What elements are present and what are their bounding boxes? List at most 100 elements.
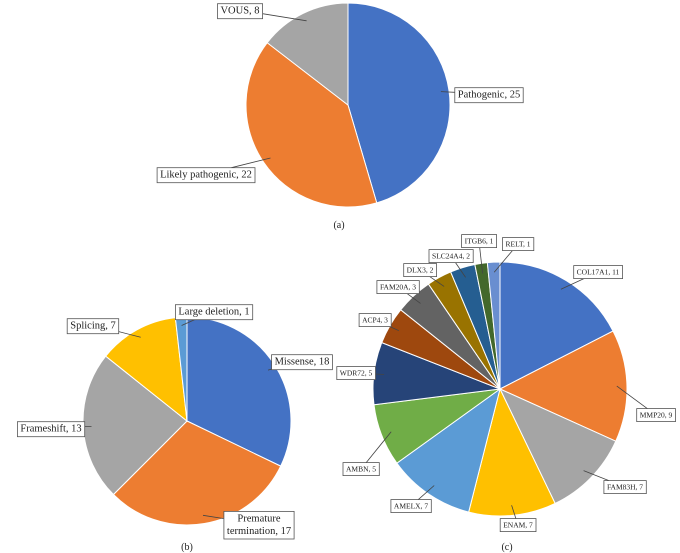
label-text: VOUS, 8 bbox=[220, 6, 259, 17]
label-box bbox=[454, 87, 524, 104]
label-likely-pathogenic: Likely pathogenic, 22 bbox=[156, 157, 271, 184]
label-text: Frameshift, 13 bbox=[20, 424, 81, 435]
leader-line bbox=[231, 157, 271, 169]
slice-premature-termination bbox=[112, 420, 282, 526]
panel-caption-b: (b) bbox=[181, 542, 193, 553]
label-text: Premature termination, 17 bbox=[227, 513, 291, 537]
label-box bbox=[376, 280, 420, 295]
slice-amelx bbox=[396, 387, 501, 513]
slice-vous bbox=[266, 2, 349, 107]
label-text: ACP4, 3 bbox=[362, 316, 388, 325]
slice-fam83h bbox=[498, 387, 617, 505]
label-dlx3: DLX3, 2 bbox=[403, 263, 445, 287]
leader-line bbox=[583, 470, 610, 481]
label-box bbox=[461, 234, 498, 249]
label-itgb6: ITGB6, 1 bbox=[461, 234, 498, 274]
slice-relt bbox=[486, 261, 501, 390]
leader-line bbox=[389, 326, 399, 331]
leader-line bbox=[418, 485, 435, 500]
leader-line bbox=[118, 331, 141, 338]
label-amelx: AMELX, 7 bbox=[390, 485, 435, 514]
label-wdr72: WDR72, 5 bbox=[336, 366, 385, 381]
pie-chart-c: COL17A1, 11 MMP20, 9 FAM83H, 7 ENAM, 7 AMELX… bbox=[336, 234, 676, 532]
label-text: ENAM, 7 bbox=[503, 521, 533, 530]
label-text: FAM20A, 3 bbox=[380, 283, 416, 292]
leader-line bbox=[262, 13, 307, 22]
label-mmp20: MMP20, 9 bbox=[616, 385, 676, 423]
slice-likely-pathogenic bbox=[245, 42, 378, 208]
label-box bbox=[390, 499, 432, 514]
label-box bbox=[66, 318, 120, 335]
label-text: Missense, 18 bbox=[275, 357, 330, 368]
leader-line bbox=[429, 276, 445, 287]
pie-chart-a: Pathogenic, 25 Likely pathogenic, 22 VOUS,… bbox=[156, 2, 524, 208]
label-frameshift: Frameshift, 13 bbox=[16, 421, 92, 438]
slice-splicing bbox=[104, 317, 188, 423]
panel-caption-a: (a) bbox=[333, 220, 344, 231]
label-text: RELT, 1 bbox=[505, 240, 530, 249]
label-text: WDR72, 5 bbox=[340, 369, 373, 378]
label-text: Splicing, 7 bbox=[70, 321, 116, 332]
leader-line bbox=[375, 373, 385, 375]
label-text: AMELX, 7 bbox=[394, 502, 428, 511]
label-box bbox=[156, 167, 256, 184]
label-box bbox=[502, 237, 535, 252]
leader-line bbox=[181, 319, 195, 326]
leader-line bbox=[560, 278, 585, 290]
slice-mmp20 bbox=[498, 330, 628, 442]
leader-line bbox=[267, 368, 272, 371]
leader-line bbox=[406, 293, 421, 304]
label-box bbox=[271, 354, 333, 371]
slice-pathogenic bbox=[347, 2, 451, 204]
label-box bbox=[603, 480, 647, 495]
label-text: MMP20, 9 bbox=[640, 411, 673, 420]
leader-line bbox=[365, 431, 392, 463]
pie-chart-b: Missense, 18 Premature termination, 17 Fram… bbox=[16, 304, 333, 540]
label-text: DLX3, 2 bbox=[407, 266, 434, 275]
label-splicing: Splicing, 7 bbox=[66, 318, 141, 338]
label-text: Likely pathogenic, 22 bbox=[160, 170, 252, 181]
label-ambn: AMBN, 5 bbox=[342, 431, 392, 477]
label-text: FAM83H, 7 bbox=[607, 483, 643, 492]
label-box bbox=[499, 518, 537, 532]
label-box bbox=[336, 366, 376, 381]
label-box bbox=[174, 304, 254, 321]
label-box bbox=[636, 408, 676, 423]
label-slc24a4: SLC24A4, 2 bbox=[428, 249, 474, 278]
label-box bbox=[223, 510, 295, 540]
label-text: ITGB6, 1 bbox=[465, 237, 494, 246]
label-col17a1: COL17A1, 11 bbox=[560, 265, 624, 290]
label-vous: VOUS, 8 bbox=[217, 3, 307, 22]
label-box bbox=[217, 3, 263, 20]
label-pathogenic: Pathogenic, 25 bbox=[440, 87, 524, 104]
leader-line bbox=[511, 505, 517, 519]
label-text: SLC24A4, 2 bbox=[432, 252, 470, 261]
leader-line bbox=[493, 250, 513, 273]
label-box bbox=[358, 313, 392, 328]
label-box bbox=[403, 263, 438, 278]
panel-caption-c: (c) bbox=[501, 542, 512, 553]
label-premature-termination: Premature termination, 17 bbox=[202, 510, 295, 540]
label-enam: ENAM, 7 bbox=[499, 505, 537, 532]
label-missense: Missense, 18 bbox=[267, 354, 333, 371]
label-box bbox=[428, 249, 474, 264]
label-fam83h: FAM83H, 7 bbox=[583, 470, 647, 495]
label-text: AMBN, 5 bbox=[346, 465, 376, 474]
label-text: Large deletion, 1 bbox=[178, 307, 249, 318]
leader-line bbox=[455, 262, 466, 278]
slice-enam bbox=[468, 387, 556, 517]
label-acp4: ACP4, 3 bbox=[358, 313, 399, 331]
leader-line bbox=[479, 247, 483, 274]
label-relt: RELT, 1 bbox=[493, 237, 535, 273]
label-box bbox=[342, 462, 380, 477]
slice-col17a1 bbox=[499, 261, 614, 390]
label-text: Pathogenic, 25 bbox=[458, 90, 520, 101]
leader-line bbox=[440, 91, 455, 93]
leader-line bbox=[202, 514, 224, 519]
label-large-deletion: Large deletion, 1 bbox=[174, 304, 254, 326]
label-box bbox=[16, 421, 86, 438]
leader-line bbox=[616, 385, 648, 409]
label-text: COL17A1, 11 bbox=[577, 268, 620, 277]
label-box bbox=[573, 265, 624, 280]
